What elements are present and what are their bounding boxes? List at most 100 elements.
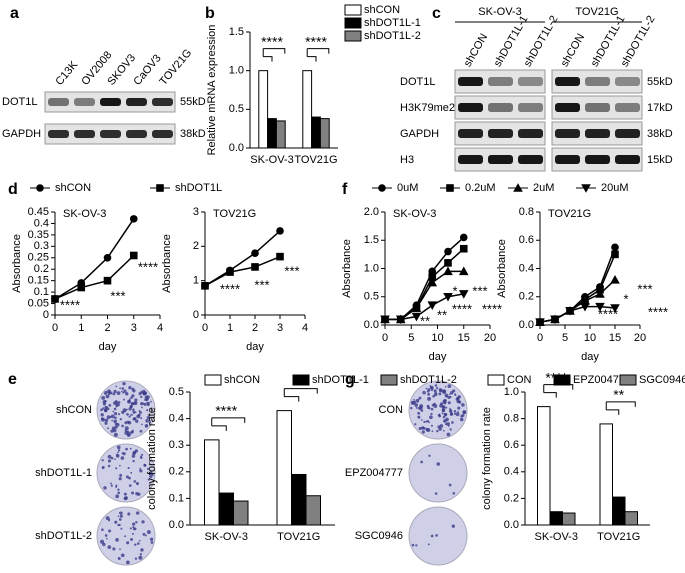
bar [233,500,249,526]
y-tick-label: 2 [193,240,199,252]
colony [146,409,149,412]
colony [439,389,443,393]
colony [441,412,444,415]
y-tick-label: 0.8 [504,413,519,425]
row-label: GAPDH [400,128,439,140]
colony [101,396,106,400]
legend-label: CON [507,374,532,386]
bar [302,70,313,149]
blot-strip [551,69,643,94]
colony [131,430,134,434]
colony [133,402,137,405]
lane-label: C13K [53,58,80,87]
colony [461,403,465,407]
blot-band [100,130,121,138]
bar [258,70,269,149]
y-tick-label: 0.4 [519,262,534,274]
colony [132,389,136,393]
colony [449,428,452,431]
colony [420,409,424,412]
point [77,283,86,292]
colony [445,406,448,409]
x-tick-label: 4 [302,322,308,334]
legend-label: 20uM [601,182,629,194]
colony [139,410,143,414]
annotation: **** [215,403,237,419]
annotation: *** [110,288,125,303]
blot-band [100,98,121,106]
blot-band [518,103,543,112]
colony [127,512,131,516]
colony [140,402,144,406]
y-tick-label: 2.0 [364,206,379,218]
colony [462,410,467,415]
colony [118,518,122,521]
blot-band [615,129,640,138]
colony [131,491,135,495]
colony [422,426,426,430]
colony [133,417,137,421]
colony [411,543,415,547]
colony [104,405,108,409]
legend-marker [378,184,386,192]
colony [108,519,111,522]
colony [117,488,120,491]
colony [132,410,136,414]
bar [276,410,292,526]
colony [112,547,116,551]
colony [132,522,136,526]
colony [454,394,457,397]
point [103,253,112,262]
bar [311,116,321,149]
y-tick-label: 0.8 [519,206,534,218]
colony [110,484,113,487]
colony [444,385,447,388]
y-tick-label: 0.0 [169,519,184,531]
colony [144,423,149,428]
bar [275,120,286,149]
bracket [605,401,636,415]
colony [127,420,132,425]
blot-band [74,130,95,138]
point [395,315,406,325]
colony [443,412,447,416]
colony [427,392,431,396]
colony [107,464,111,468]
legend-swatch [204,374,222,386]
bar [612,496,626,526]
y-tick-label: 1 [193,275,199,287]
blot-band [48,130,69,138]
colony [132,526,135,529]
series-line [54,218,135,300]
colony [104,408,108,413]
legend-swatch [619,374,637,386]
colony [141,453,144,456]
colony [144,534,147,537]
x-tick-label: 20 [484,332,496,344]
blot-band [458,77,483,86]
colony [128,386,132,390]
colony [124,535,127,538]
colony [115,405,118,408]
colony [126,413,129,416]
colony [128,415,131,418]
colony [457,406,461,410]
x-tick-label: 2 [252,322,258,334]
colony [150,541,154,544]
annotation: **** [220,281,240,296]
colony [134,557,138,560]
x-tick-label: 15 [458,332,470,344]
point [535,318,545,327]
x-tick-label: SK-OV-3 [535,531,578,543]
colony [104,534,108,537]
colony [455,412,460,417]
blot-band [488,129,513,138]
colony [130,471,133,474]
x-axis-label: day [246,341,264,353]
bracket [211,417,246,431]
colony [429,385,432,387]
x-tick-label: 0 [202,322,208,334]
colony [146,416,151,420]
colony [141,520,145,524]
annotation: ** [613,387,624,403]
